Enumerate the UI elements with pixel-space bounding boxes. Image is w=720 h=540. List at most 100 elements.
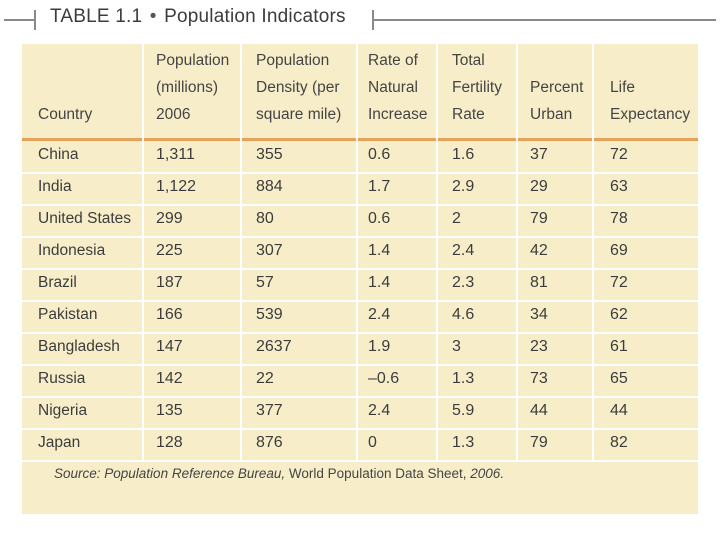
country-cell: Bangladesh [38, 338, 120, 355]
column-separator [240, 44, 242, 462]
value-cell: 225 [156, 242, 183, 259]
country-cell: Japan [38, 434, 81, 451]
source-middle: World Population Data Sheet, [285, 466, 471, 481]
value-cell: 2.3 [452, 274, 475, 291]
value-cell: 307 [256, 242, 283, 259]
value-cell: 63 [610, 178, 628, 195]
table-title: TABLE 1.1 • Population Indicators [50, 6, 346, 28]
value-cell: 78 [610, 210, 628, 227]
column-header-1: Population (millions) 2006 [156, 47, 229, 128]
table-row: Japan 128 876 0 1.3 79 82 [22, 430, 698, 462]
table-row: Nigeria 135 377 2.4 5.9 44 44 [22, 398, 698, 430]
table-row: China 1,311 355 0.6 1.6 37 72 [22, 142, 698, 174]
country-cell: Indonesia [38, 242, 106, 259]
country-cell: China [38, 146, 79, 163]
column-header-5-line3: Urban [530, 106, 573, 123]
value-cell: 79 [530, 210, 548, 227]
value-cell: 57 [256, 274, 274, 291]
value-cell: 1.3 [452, 434, 475, 451]
value-cell: 5.9 [452, 402, 475, 419]
value-cell: 1,311 [156, 146, 195, 163]
column-header-3-line3: Increase [368, 106, 428, 123]
table-row: Bangladesh 147 2637 1.9 3 23 61 [22, 334, 698, 366]
value-cell: 1.7 [368, 178, 391, 195]
country-cell: Russia [38, 370, 86, 387]
value-cell: 1,122 [156, 178, 197, 195]
column-header-6-line2: Life [610, 79, 635, 96]
source-prefix: Source: Population Reference Bureau, [54, 466, 286, 481]
value-cell: 3 [452, 338, 461, 355]
column-separator [592, 44, 594, 462]
value-cell: 82 [610, 434, 628, 451]
value-cell: 539 [256, 306, 283, 323]
column-header-0-line3: Country [38, 106, 93, 123]
value-cell: 0 [368, 434, 377, 451]
value-cell: –0.6 [368, 370, 400, 387]
table-row: India 1,122 884 1.7 2.9 29 63 [22, 174, 698, 206]
value-cell: 1.4 [368, 274, 391, 291]
country-cell: Pakistan [38, 306, 98, 323]
value-cell: 69 [610, 242, 628, 259]
value-cell: 72 [610, 146, 628, 163]
title-rule-right [374, 19, 716, 21]
table-row: Brazil 187 57 1.4 2.3 81 72 [22, 270, 698, 302]
value-cell: 44 [610, 402, 628, 419]
column-header-3-line2: Natural [368, 79, 418, 96]
value-cell: 37 [530, 146, 548, 163]
value-cell: 142 [156, 370, 183, 387]
column-header-2: Population Density (per square mile) [256, 47, 341, 128]
value-cell: 1.4 [368, 242, 391, 259]
value-cell: 884 [256, 178, 283, 195]
value-cell: 2.4 [368, 306, 391, 323]
table-row: Russia 142 22 –0.6 1.3 73 65 [22, 366, 698, 398]
column-separator [142, 44, 144, 462]
value-cell: 1.6 [452, 146, 475, 163]
column-header-2-line3: square mile) [256, 106, 342, 123]
value-cell: 4.6 [452, 306, 475, 323]
value-cell: 377 [256, 402, 283, 419]
value-cell: 2637 [256, 338, 292, 355]
value-cell: 355 [256, 146, 283, 163]
value-cell: 1.3 [452, 370, 475, 387]
value-cell: 876 [256, 434, 283, 451]
column-header-0: Country [38, 47, 92, 128]
header-rule [22, 138, 698, 141]
table-row: United States 299 80 0.6 2 79 78 [22, 206, 698, 238]
value-cell: 187 [156, 274, 183, 291]
title-tick-right [372, 10, 374, 30]
value-cell: 65 [610, 370, 628, 387]
column-header-4-line2: Fertility [452, 79, 502, 96]
title-rule-left [4, 19, 34, 21]
country-cell: Nigeria [38, 402, 88, 419]
column-header-5: Percent Urban [530, 47, 583, 128]
column-header-4-line3: Rate [452, 106, 485, 123]
column-header-2-line2: Density (per [256, 79, 340, 96]
value-cell: 23 [530, 338, 548, 355]
table-row: Indonesia 225 307 1.4 2.4 42 69 [22, 238, 698, 270]
table-title-bar: TABLE 1.1 • Population Indicators [0, 4, 720, 32]
value-cell: 2.9 [452, 178, 475, 195]
value-cell: 1.9 [368, 338, 391, 355]
column-header-3-line1: Rate of [368, 52, 418, 69]
value-cell: 44 [530, 402, 548, 419]
table-row: Pakistan 166 539 2.4 4.6 34 62 [22, 302, 698, 334]
table-title-text: Population Indicators [164, 6, 346, 27]
column-header-0-line2 [38, 74, 92, 101]
value-cell: 34 [530, 306, 548, 323]
country-cell: Brazil [38, 274, 77, 291]
column-separator [356, 44, 358, 462]
column-header-4: Total Fertility Rate [452, 47, 502, 128]
value-cell: 73 [530, 370, 548, 387]
value-cell: 29 [530, 178, 548, 195]
column-separator [436, 44, 438, 462]
value-cell: 2.4 [368, 402, 391, 419]
value-cell: 81 [530, 274, 548, 291]
column-header-2-line1: Population [256, 52, 330, 69]
value-cell: 80 [256, 210, 274, 227]
value-cell: 61 [610, 338, 628, 355]
value-cell: 2 [452, 210, 461, 227]
column-header-5-line2: Percent [530, 79, 584, 96]
column-separator [516, 44, 518, 462]
column-header-6-line1 [610, 47, 690, 74]
value-cell: 0.6 [368, 210, 391, 227]
